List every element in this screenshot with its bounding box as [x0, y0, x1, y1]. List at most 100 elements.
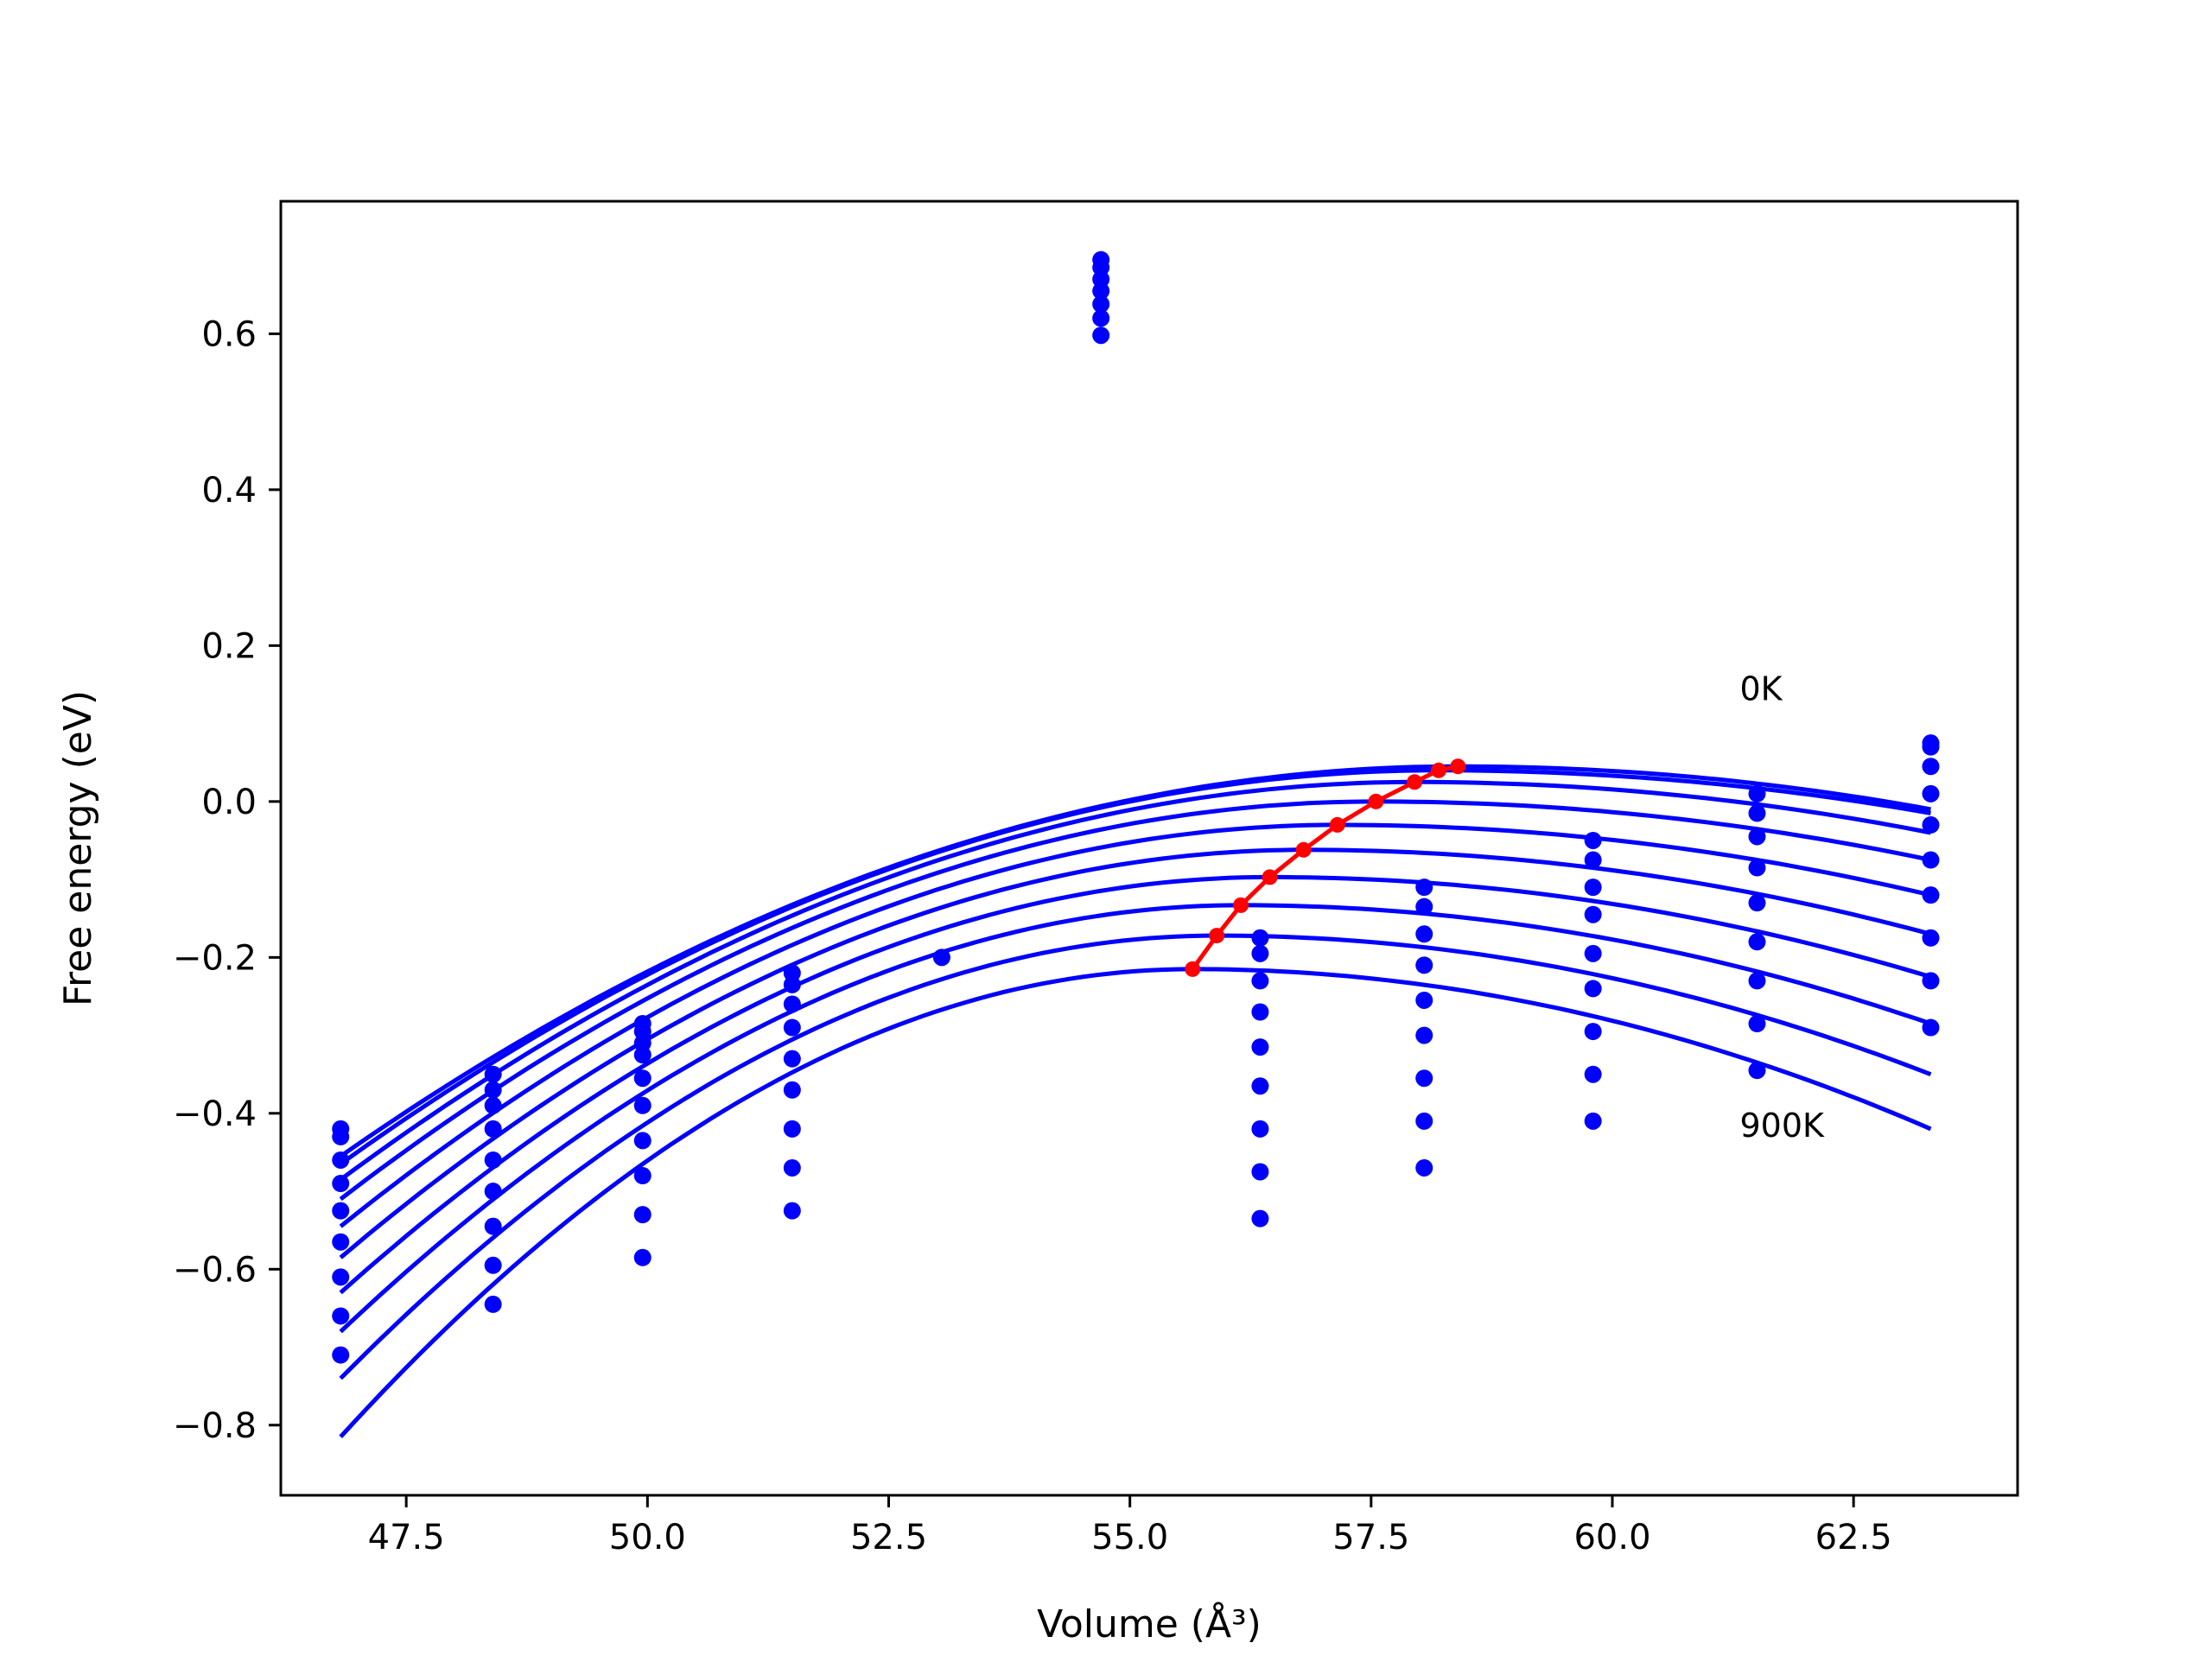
data-point — [783, 995, 801, 1013]
y-axis: 0.6 0.4 0.2 0.0 −0.2 −0.4 −0.6 −0.8 — [173, 314, 281, 1446]
minimum-point — [1209, 928, 1225, 944]
data-point — [332, 1127, 350, 1145]
minimum-point — [1368, 793, 1384, 809]
data-point — [1584, 944, 1602, 962]
minima-line — [1191, 764, 1459, 971]
y-tick-label: −0.4 — [173, 1094, 257, 1134]
x-tick-label: 57.5 — [1332, 1518, 1409, 1557]
data-point — [1415, 925, 1433, 943]
data-point — [633, 1167, 652, 1185]
data-point — [1251, 1038, 1269, 1056]
data-point — [1922, 738, 1940, 756]
minimum-point — [1233, 897, 1249, 913]
y-tick-label: −0.2 — [173, 938, 257, 978]
data-point — [1415, 1069, 1433, 1088]
fit-curve-2 — [339, 779, 1931, 1182]
data-point — [783, 1158, 801, 1177]
fit-curve-1 — [339, 768, 1931, 1166]
data-point — [484, 1295, 502, 1313]
data-point — [633, 1132, 652, 1150]
data-point — [1092, 309, 1110, 327]
data-point — [1748, 804, 1766, 822]
data-point — [1584, 1023, 1602, 1041]
data-point — [783, 1202, 801, 1220]
data-point — [1748, 784, 1766, 802]
data-point — [1748, 933, 1766, 951]
data-point — [1251, 944, 1269, 962]
fit-curve-8 — [339, 933, 1932, 1380]
data-point — [484, 1256, 502, 1274]
data-point — [1748, 828, 1766, 846]
minimum-point — [1450, 758, 1466, 775]
data-point — [633, 1046, 652, 1064]
x-tick-label: 47.5 — [368, 1518, 445, 1557]
plot-frame — [279, 200, 2019, 1497]
data-point — [484, 1096, 502, 1114]
x-axis: 47.5 50.0 52.5 55.0 57.5 60.0 62.5 — [368, 1495, 1892, 1557]
minimum-point — [1329, 816, 1345, 833]
data-point — [1251, 1163, 1269, 1181]
data-point — [1251, 1077, 1269, 1095]
data-point — [1251, 929, 1269, 947]
minima-layer — [1185, 758, 1466, 977]
data-point — [484, 1120, 502, 1138]
data-point — [932, 948, 950, 967]
data-point — [633, 1248, 652, 1266]
curves-layer — [339, 764, 1932, 1438]
data-point — [1922, 972, 1940, 990]
data-point — [1748, 894, 1766, 912]
fit-curve-7 — [339, 903, 1932, 1334]
annotation-label: 900K — [1740, 1107, 1826, 1145]
data-point — [633, 1069, 652, 1088]
x-axis-title: Volume (Å³) — [1037, 1601, 1262, 1646]
data-point — [332, 1151, 350, 1169]
y-tick-label: 0.4 — [201, 471, 257, 511]
fit-curve-3 — [339, 799, 1932, 1202]
y-tick-label: 0.0 — [201, 783, 257, 822]
data-point — [633, 1096, 652, 1114]
minimum-point — [1185, 961, 1201, 977]
data-point — [484, 1081, 502, 1099]
data-point — [1415, 1158, 1433, 1177]
data-point — [1922, 1018, 1940, 1037]
annotation-label: 0K — [1740, 670, 1783, 708]
data-point — [332, 1175, 350, 1193]
fit-curve-5 — [339, 847, 1932, 1259]
data-point — [1922, 929, 1940, 947]
data-point — [1922, 851, 1940, 869]
data-point — [783, 1050, 801, 1068]
data-point — [1922, 758, 1940, 776]
annotations-layer: 0K 900K — [1740, 670, 1826, 1145]
data-point — [1251, 972, 1269, 990]
data-point — [1415, 1026, 1433, 1044]
data-point — [1922, 784, 1940, 802]
data-point — [1415, 991, 1433, 1009]
data-point — [1415, 898, 1433, 916]
data-point — [1748, 972, 1766, 990]
data-point — [332, 1233, 350, 1251]
y-tick-label: 0.6 — [201, 314, 257, 354]
data-point — [783, 1120, 801, 1138]
data-point — [484, 1065, 502, 1083]
data-point — [484, 1151, 502, 1169]
y-tick-label: −0.6 — [173, 1250, 257, 1290]
data-point — [1092, 282, 1110, 300]
data-point — [1922, 815, 1940, 834]
data-point — [1415, 879, 1433, 897]
data-point — [484, 1217, 502, 1235]
minimum-point — [1431, 762, 1446, 778]
data-point — [1584, 831, 1602, 849]
minimum-point — [1262, 869, 1278, 885]
data-point — [1748, 859, 1766, 877]
data-point — [1584, 1065, 1602, 1083]
data-point — [1251, 1209, 1269, 1227]
data-point — [332, 1307, 350, 1325]
data-point — [1251, 1003, 1269, 1021]
x-tick-label: 50.0 — [609, 1518, 686, 1557]
data-point — [484, 1183, 502, 1201]
y-axis-title: Free energy (eV) — [56, 690, 100, 1006]
fit-curve-4 — [339, 822, 1932, 1228]
data-point — [1415, 956, 1433, 974]
data-point — [1584, 851, 1602, 869]
